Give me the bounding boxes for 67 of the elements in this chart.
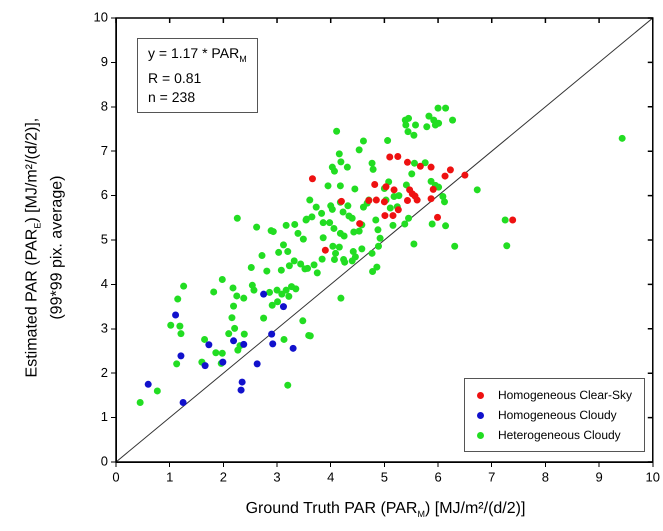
point (434, 214, 442, 221)
x-tick-label: 6 (434, 469, 442, 484)
x-tick-label: 4 (327, 469, 334, 484)
point (446, 166, 454, 174)
point (386, 153, 394, 160)
point (260, 290, 268, 298)
x-tick-label: 5 (380, 469, 388, 484)
y-tick-label: 6 (100, 187, 108, 202)
point (461, 172, 468, 179)
point (254, 360, 261, 368)
x-tick-label: 7 (488, 469, 496, 484)
point (205, 341, 212, 348)
point (381, 212, 388, 220)
x-tick-label: 9 (595, 469, 603, 484)
x-axis-title: Ground Truth PAR (PAR$_{M}$) [MJ/m²/(d/2)] (244, 500, 526, 520)
x-tick-label: 0 (112, 469, 120, 484)
point (268, 330, 276, 338)
point (202, 362, 209, 370)
x-tick-label: 10 (646, 469, 660, 484)
point (372, 196, 380, 204)
point (144, 380, 152, 388)
point (430, 186, 437, 193)
point (269, 340, 276, 348)
y-tick-label: 2 (100, 364, 108, 380)
y-tick-label: 0 (100, 454, 108, 469)
y-tick-label: 8 (100, 98, 108, 114)
legend-label: Heterogeneous Cloudy (496, 427, 622, 444)
point (404, 158, 411, 166)
point (416, 162, 424, 170)
point (509, 216, 516, 224)
point (240, 340, 248, 348)
point (442, 172, 449, 180)
y-tick-label: 1 (100, 409, 108, 424)
point (322, 246, 329, 254)
x-tick-label: 2 (220, 469, 227, 484)
point (389, 212, 396, 220)
y-tick-label: 4 (100, 276, 108, 291)
point (428, 164, 435, 171)
legend-label: Homogeneous Clear-Sky (496, 387, 632, 404)
x-tick-label: 8 (542, 469, 550, 484)
point (172, 312, 180, 319)
annotation: R = 0.81 (148, 70, 202, 86)
point (394, 206, 402, 214)
point (180, 399, 187, 406)
point (371, 181, 378, 188)
x-tick-label: 1 (166, 469, 174, 484)
point (414, 196, 421, 204)
point (230, 337, 238, 344)
point (177, 352, 184, 360)
annotation: n = 238 (148, 88, 196, 105)
y-tick-label: 7 (100, 142, 108, 158)
point (238, 378, 246, 386)
annotation: y = 1.17 * PAR$_{M}$ (148, 45, 247, 64)
x-tick-label: 3 (273, 469, 281, 484)
y-tick-label: 3 (100, 320, 108, 336)
point (428, 195, 435, 202)
point (390, 186, 398, 194)
y-tick-label: 5 (100, 232, 108, 247)
point (280, 303, 287, 310)
point (394, 153, 402, 160)
y-tick-label: 10 (94, 10, 108, 25)
legend-label: Homogeneous Cloudy (496, 407, 618, 424)
point (404, 196, 411, 204)
point (308, 175, 316, 182)
point (290, 344, 297, 352)
point (238, 386, 245, 394)
y-tick-label: 9 (100, 54, 108, 69)
